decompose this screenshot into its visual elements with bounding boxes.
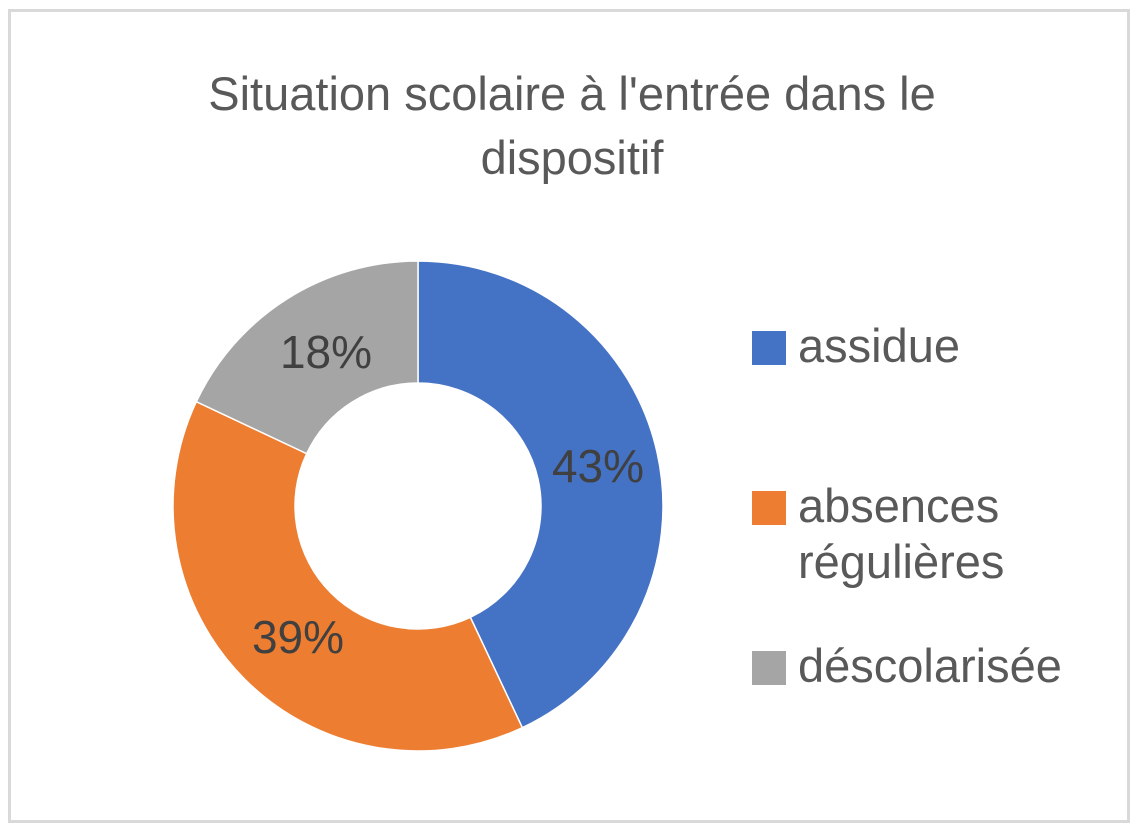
chart-title-line-2: dispositif bbox=[480, 131, 664, 184]
legend-label-descolarisee: déscolarisée bbox=[798, 638, 1062, 694]
legend-label-absences-regulieres-line-2: régulières bbox=[798, 535, 1005, 588]
donut-slice-absences-regulieres bbox=[172, 400, 524, 752]
chart-title: Situation scolaire à l'entrée dans le di… bbox=[0, 62, 1144, 190]
data-label-absences-regulieres: 39% bbox=[252, 611, 344, 663]
legend-label-descolarisee-line-1: déscolarisée bbox=[798, 639, 1062, 692]
donut-slice-descolarisee bbox=[195, 260, 419, 455]
legend-label-assidue-line-1: assidue bbox=[798, 319, 960, 372]
legend-swatch-assidue bbox=[752, 331, 786, 365]
legend-label-assidue: assidue bbox=[798, 318, 960, 374]
legend-swatch-absences-regulieres bbox=[752, 491, 786, 525]
data-label-assidue: 43% bbox=[552, 440, 644, 492]
legend-label-absences-regulieres-line-1: absences bbox=[798, 479, 1000, 532]
legend-swatch-descolarisee bbox=[752, 651, 786, 685]
donut-slice-assidue bbox=[417, 260, 664, 729]
chart-title-line-1: Situation scolaire à l'entrée dans le bbox=[208, 67, 936, 120]
data-label-descolarisee: 18% bbox=[280, 326, 372, 378]
legend-label-absences-regulieres: absences régulières bbox=[798, 478, 1004, 590]
